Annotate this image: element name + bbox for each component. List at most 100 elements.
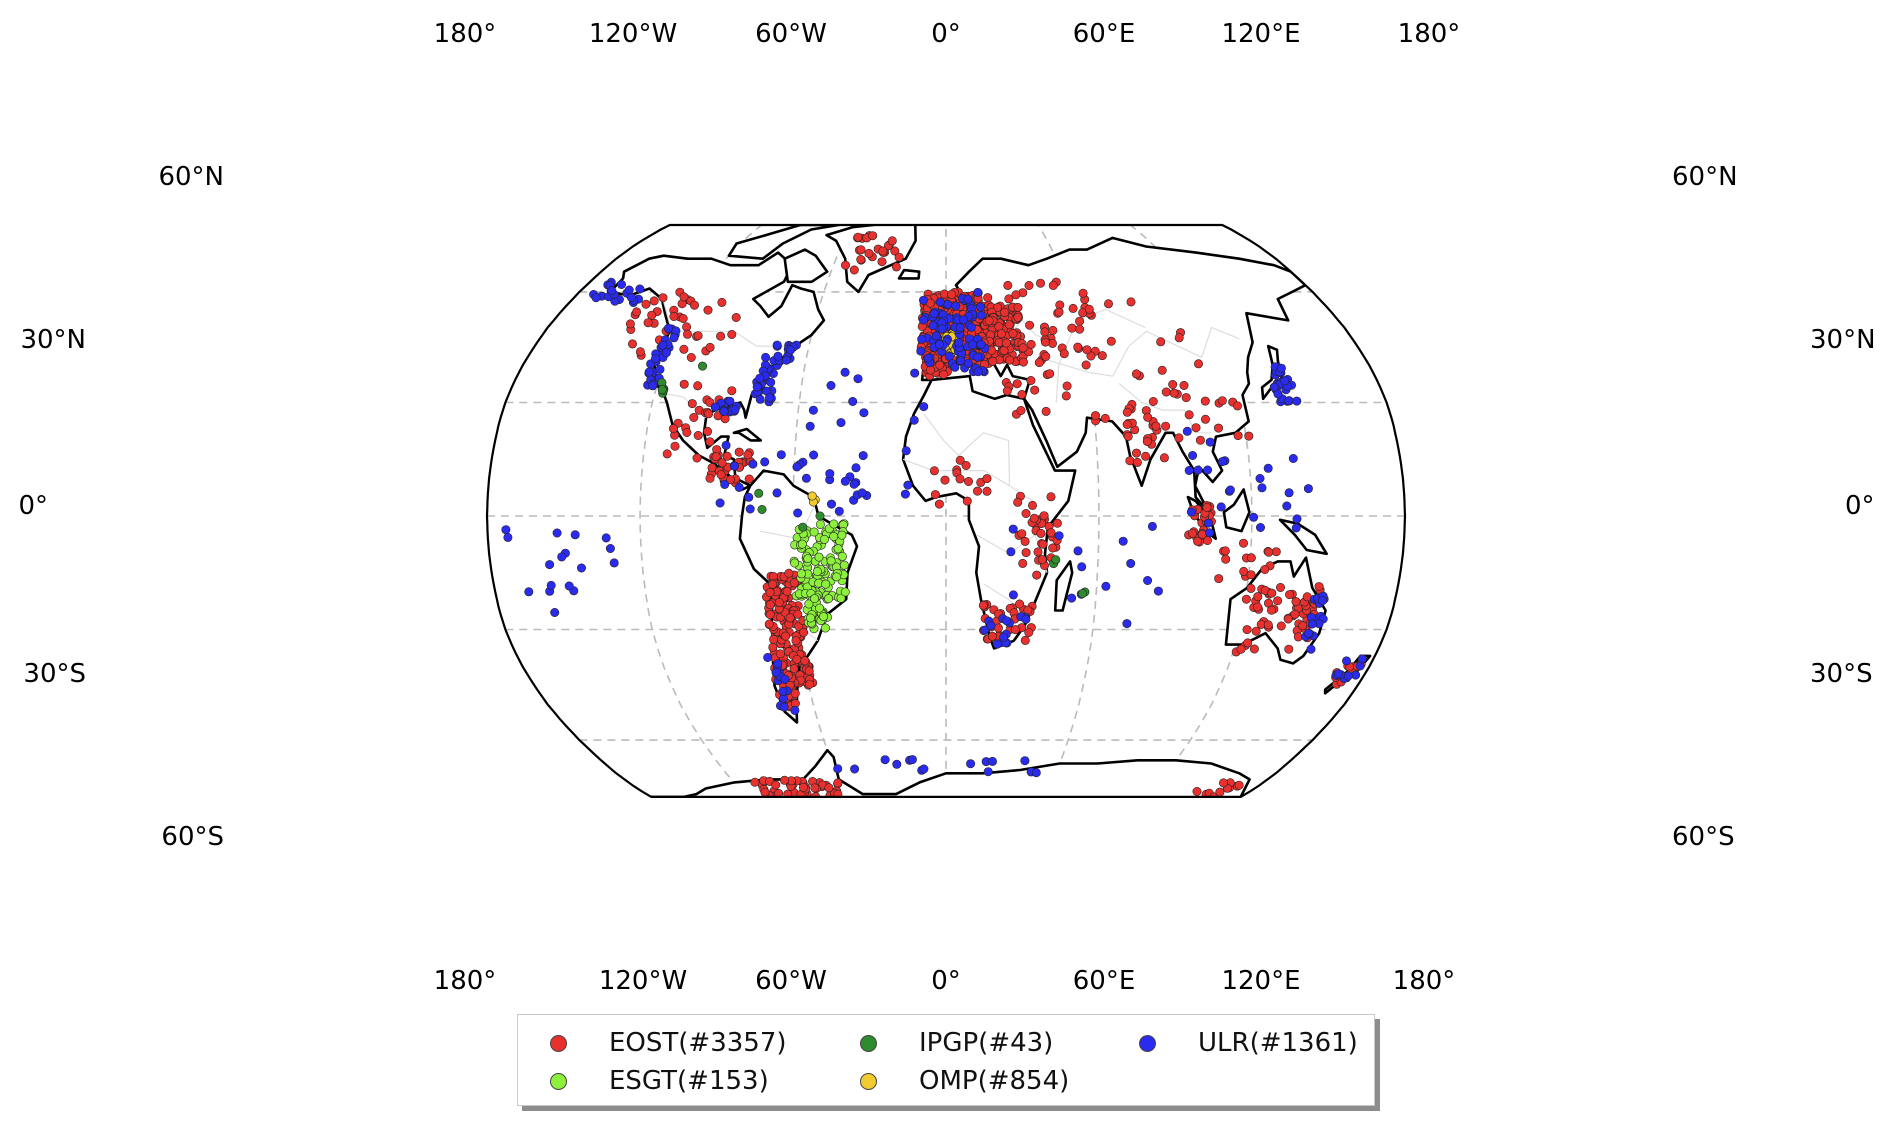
station-marker: [798, 782, 808, 792]
station-marker: [1273, 596, 1283, 606]
station-marker: [765, 610, 775, 620]
station-marker: [1253, 592, 1263, 602]
station-marker: [934, 339, 944, 349]
station-marker: [1031, 768, 1041, 778]
station-marker: [715, 498, 725, 508]
station-marker: [803, 554, 813, 564]
station-marker: [955, 323, 965, 333]
station-marker: [689, 412, 699, 422]
station-marker: [501, 525, 511, 535]
lat-tick-right-30n: 30°N: [1810, 325, 1876, 355]
station-marker: [1081, 360, 1091, 370]
station-marker: [570, 530, 580, 540]
station-marker: [1269, 382, 1279, 392]
legend-label-ulr: ULR(#1361): [1198, 1028, 1358, 1058]
station-marker: [829, 531, 839, 541]
station-marker: [1008, 524, 1018, 534]
station-marker: [983, 767, 993, 777]
station-marker: [796, 569, 806, 579]
station-marker: [878, 246, 888, 256]
station-marker: [919, 402, 929, 412]
station-marker: [1078, 288, 1088, 298]
station-marker: [961, 460, 971, 470]
station-marker: [772, 488, 782, 498]
station-marker: [837, 530, 847, 540]
station-marker: [840, 587, 850, 597]
station-marker: [1220, 546, 1230, 556]
station-marker: [1202, 502, 1212, 512]
station-marker: [1123, 431, 1133, 441]
station-marker: [1075, 316, 1085, 326]
station-marker: [1101, 581, 1111, 591]
station-marker: [840, 260, 850, 270]
station-marker: [1290, 609, 1300, 619]
station-marker: [1303, 484, 1313, 494]
station-marker: [1283, 614, 1293, 624]
station-marker: [781, 631, 791, 641]
lat-tick-left-60n: 60°N: [158, 162, 224, 192]
station-marker: [1156, 337, 1166, 347]
station-marker: [1048, 280, 1058, 290]
station-marker: [1142, 436, 1152, 446]
station-marker: [856, 255, 866, 265]
station-marker: [958, 315, 968, 325]
station-marker: [689, 300, 699, 310]
lon-tick-bottom-120e: 120°E: [1221, 966, 1300, 996]
station-marker: [734, 482, 744, 492]
station-marker: [929, 466, 939, 476]
station-marker: [635, 347, 645, 357]
station-marker: [804, 666, 814, 676]
station-marker: [1054, 307, 1064, 317]
station-marker: [966, 759, 976, 769]
station-marker: [826, 499, 836, 509]
station-marker: [727, 329, 737, 339]
station-marker: [734, 447, 744, 457]
land-antarctica: [650, 748, 1251, 797]
station-marker: [773, 351, 783, 361]
station-marker: [1182, 426, 1192, 436]
station-marker: [1291, 597, 1301, 607]
station-marker: [1122, 619, 1132, 629]
station-marker: [616, 279, 626, 289]
station-marker: [648, 381, 658, 391]
station-marker: [988, 356, 998, 366]
station-marker: [1013, 497, 1023, 507]
station-marker: [1194, 359, 1204, 369]
station-marker: [1038, 539, 1048, 549]
station-marker: [1285, 590, 1295, 600]
station-marker: [986, 621, 996, 631]
station-marker: [1100, 413, 1110, 423]
land-borneo: [1222, 488, 1251, 533]
station-marker: [1246, 553, 1256, 563]
station-marker: [975, 302, 985, 312]
station-marker: [1318, 596, 1328, 606]
station-marker: [1242, 625, 1252, 635]
station-marker: [837, 551, 847, 561]
station-marker: [836, 418, 846, 428]
station-marker: [779, 702, 789, 712]
station-marker: [1236, 644, 1246, 654]
station-marker: [775, 649, 785, 659]
station-marker: [624, 285, 634, 295]
station-marker: [1192, 786, 1202, 796]
station-marker: [786, 345, 796, 355]
station-marker: [963, 358, 973, 368]
station-marker: [859, 408, 869, 418]
station-marker: [857, 488, 867, 498]
station-marker: [792, 654, 802, 664]
station-marker: [1016, 405, 1026, 415]
station-marker: [1263, 463, 1273, 473]
land-baffin: [783, 248, 829, 284]
station-marker: [524, 587, 534, 597]
station-marker: [471, 545, 479, 553]
station-marker: [1174, 433, 1184, 443]
station-marker: [939, 369, 949, 379]
station-marker: [887, 236, 897, 246]
station-marker: [825, 469, 835, 479]
station-marker: [1026, 375, 1036, 385]
station-marker: [657, 385, 667, 395]
station-marker: [1004, 294, 1014, 304]
station-marker: [550, 607, 560, 617]
station-marker: [1061, 391, 1071, 401]
lon-tick-bottom-0: 0°: [931, 966, 961, 996]
